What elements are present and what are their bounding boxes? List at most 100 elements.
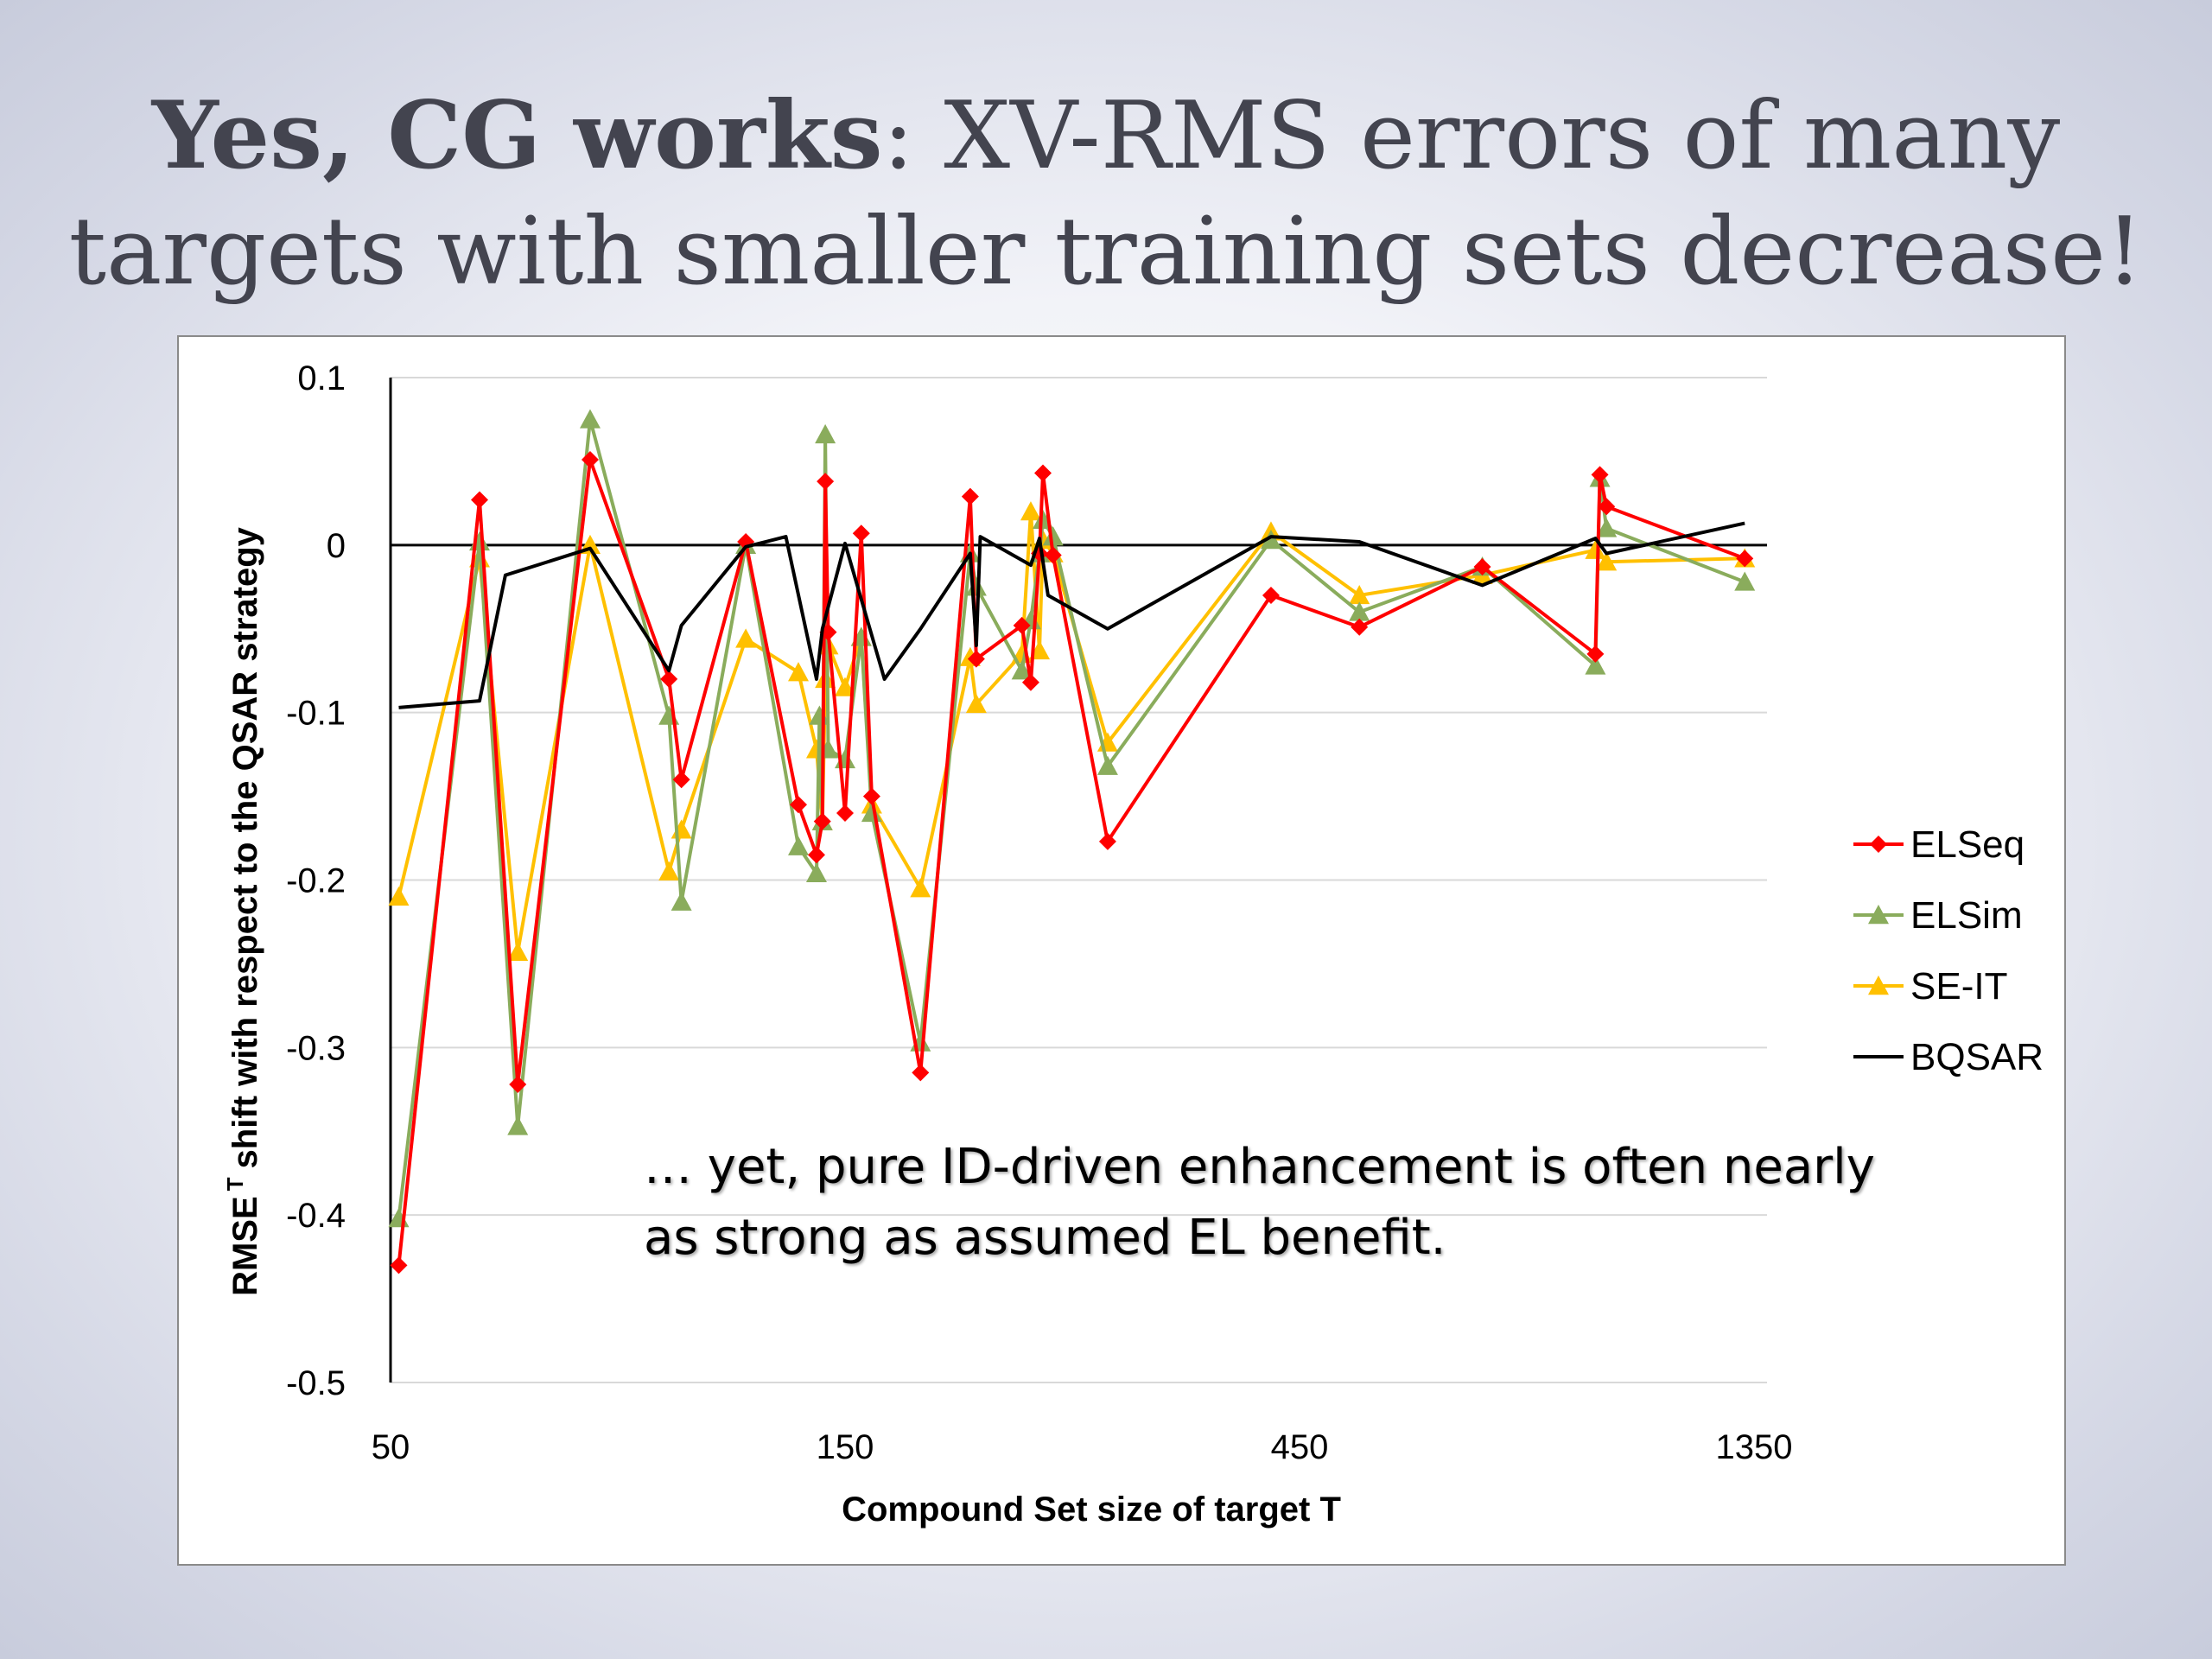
data-point — [1736, 550, 1754, 568]
data-point — [1013, 616, 1031, 634]
legend-label: ELSim — [1910, 894, 2023, 937]
series-line — [397, 417, 1745, 1219]
legend-entry: ELSim — [1853, 894, 2023, 937]
data-point — [468, 531, 490, 551]
data-point — [1598, 498, 1616, 516]
slide-title-rest: : XV-RMS errors of many targets with sma… — [68, 82, 2144, 306]
y-tick-label: 0 — [327, 527, 346, 565]
annotation-line-1: … yet, pure ID-driven enhancement is oft… — [644, 1139, 1875, 1195]
data-point — [835, 677, 855, 696]
data-point — [390, 1256, 408, 1274]
data-point — [1596, 551, 1618, 571]
data-point — [852, 524, 870, 543]
data-point — [672, 771, 690, 789]
chart-annotation: … yet, pure ID-driven enhancement is oft… — [644, 1132, 1940, 1274]
data-point — [470, 491, 488, 509]
data-point — [1870, 836, 1887, 853]
slide-title: Yes, CG works: XV-RMS errors of many tar… — [0, 78, 2212, 310]
data-point — [1585, 539, 1606, 559]
y-tick-label: 0.1 — [297, 359, 346, 397]
axis-layer: 0.1 0 -0.1 -0.2 -0.3 -0.4 -0.5 50 150 450 1350 — [286, 359, 1792, 1466]
data-point — [1585, 655, 1606, 675]
data-point — [862, 787, 880, 805]
data-point — [1473, 558, 1491, 576]
legend-label: SE-IT — [1910, 965, 2007, 1007]
data-point — [671, 819, 692, 839]
data-point — [1351, 618, 1369, 636]
data-point — [735, 628, 757, 648]
data-point — [1596, 518, 1618, 537]
data-point — [836, 804, 854, 822]
data-point — [1042, 526, 1064, 546]
data-point — [1349, 601, 1370, 621]
y-tick-label: -0.1 — [286, 695, 346, 733]
data-point — [388, 886, 410, 906]
data-point — [807, 846, 825, 864]
series-elsim — [388, 409, 1756, 1228]
data-point — [1586, 645, 1605, 663]
slide-title-bold: Yes, CG works — [151, 81, 883, 190]
data-point — [805, 862, 827, 882]
data-point — [671, 891, 692, 911]
data-point — [965, 693, 987, 714]
data-point — [660, 670, 678, 688]
annotation-line-2: as strong as assumed EL benefit. — [644, 1210, 1446, 1266]
data-point — [509, 1075, 527, 1093]
x-tick-label: 150 — [817, 1428, 874, 1466]
data-point — [658, 705, 680, 725]
legend-label: BQSAR — [1910, 1036, 2044, 1078]
x-tick-label: 450 — [1271, 1428, 1329, 1466]
y-tick-label: -0.3 — [286, 1029, 346, 1067]
data-point — [961, 487, 979, 505]
data-point — [1021, 673, 1039, 691]
data-point — [507, 941, 529, 962]
data-point — [1096, 755, 1118, 775]
data-point — [507, 1116, 529, 1135]
data-point — [1260, 530, 1281, 550]
series-elseq — [390, 450, 1754, 1274]
data-point — [658, 861, 680, 881]
x-tick-label: 1350 — [1716, 1428, 1793, 1466]
data-point — [1044, 546, 1062, 564]
series-line — [397, 510, 1745, 954]
data-point — [813, 812, 831, 830]
legend-entry: BQSAR — [1853, 1036, 2044, 1078]
legend-label: ELSeq — [1910, 823, 2024, 866]
x-tick-label: 50 — [372, 1428, 410, 1466]
series-se-it — [388, 501, 1756, 962]
y-axis-label: RMSE Tshift with respect to the QSAR stra… — [222, 526, 264, 1296]
data-point — [1868, 905, 1889, 925]
data-point — [1591, 466, 1609, 484]
data-point — [787, 662, 809, 682]
data-point — [1020, 501, 1041, 521]
y-axis-label-superscript: T — [222, 1177, 248, 1191]
data-point — [967, 650, 985, 668]
data-point — [815, 423, 836, 444]
data-point — [912, 1064, 930, 1082]
grid-layer — [391, 377, 1767, 1383]
y-tick-label: -0.5 — [286, 1364, 346, 1402]
series-line — [398, 521, 1745, 709]
series-layer — [388, 409, 1756, 1274]
y-axis-label-main: RMSE — [226, 1196, 264, 1296]
svg-text:RMSETshift with respect to the: RMSE Tshift with respect to the QSAR stra… — [222, 526, 264, 1296]
y-tick-label: -0.4 — [286, 1197, 346, 1235]
data-point — [579, 409, 601, 429]
data-point — [1011, 660, 1033, 680]
data-point — [1262, 586, 1280, 604]
x-axis-label: Compound Set size of target T — [842, 1491, 1341, 1529]
legend-entry: ELSeq — [1853, 823, 2024, 866]
data-point — [1868, 976, 1889, 995]
data-point — [789, 796, 807, 814]
data-point — [1349, 584, 1370, 605]
legend-entry: SE-IT — [1853, 965, 2007, 1007]
chart-frame — [177, 335, 2066, 1566]
y-tick-label: -0.2 — [286, 862, 346, 900]
legend-layer: ELSeq ELSim SE-IT BQSAR — [1853, 823, 2044, 1078]
series-bqsar — [398, 521, 1745, 709]
data-point — [1734, 571, 1756, 591]
data-point — [817, 473, 835, 491]
y-axis-label-rest: shift with respect to the QSAR strategy — [226, 526, 264, 1168]
data-point — [910, 878, 931, 898]
